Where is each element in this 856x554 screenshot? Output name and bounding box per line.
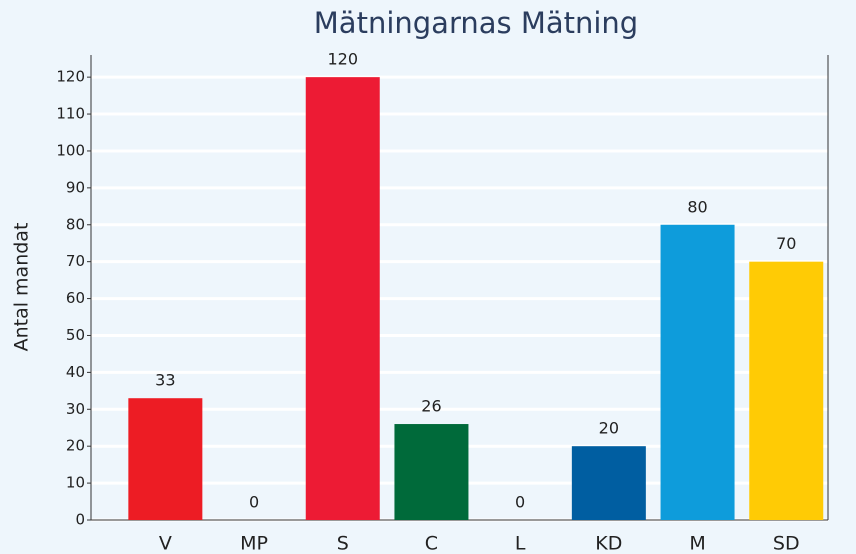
value-label: 80 [687,197,707,216]
bar [128,398,203,520]
bar [305,77,380,521]
y-tick-label: 0 [75,511,85,529]
x-tick-label: C [425,533,438,554]
x-tick-label: L [515,533,526,554]
y-tick-label: 20 [66,437,85,455]
y-axis-label: Antal mandat [11,223,33,352]
x-tick-label: V [159,533,172,554]
value-label: 20 [599,419,619,438]
y-tick-label: 30 [66,400,85,418]
x-tick-label: SD [773,533,800,554]
value-label: 26 [421,397,441,416]
y-tick-label: 110 [56,105,85,123]
y-tick-label: 60 [66,289,85,307]
y-tick-label: 80 [66,215,85,233]
y-tick-label: 70 [66,252,85,270]
y-tick-label: 50 [66,326,85,344]
y-tick-label: 120 [56,68,85,86]
bar [394,424,469,520]
bar [749,261,824,520]
chart-title: Mätningarnas Mätning [314,6,638,40]
x-tick-label: MP [240,533,268,554]
bar [660,224,735,520]
y-tick-label: 10 [66,474,85,492]
value-label: 33 [155,371,175,390]
x-tick-label: M [689,533,705,554]
value-label: 0 [515,493,525,512]
x-tick-label: KD [595,533,622,554]
value-label: 120 [327,50,358,69]
y-tick-label: 100 [56,141,85,159]
value-label: 70 [776,234,796,253]
y-tick-label: 90 [66,178,85,196]
bar [571,446,646,520]
y-tick-label: 40 [66,363,85,381]
value-label: 0 [249,493,259,512]
x-tick-label: S [337,533,349,554]
